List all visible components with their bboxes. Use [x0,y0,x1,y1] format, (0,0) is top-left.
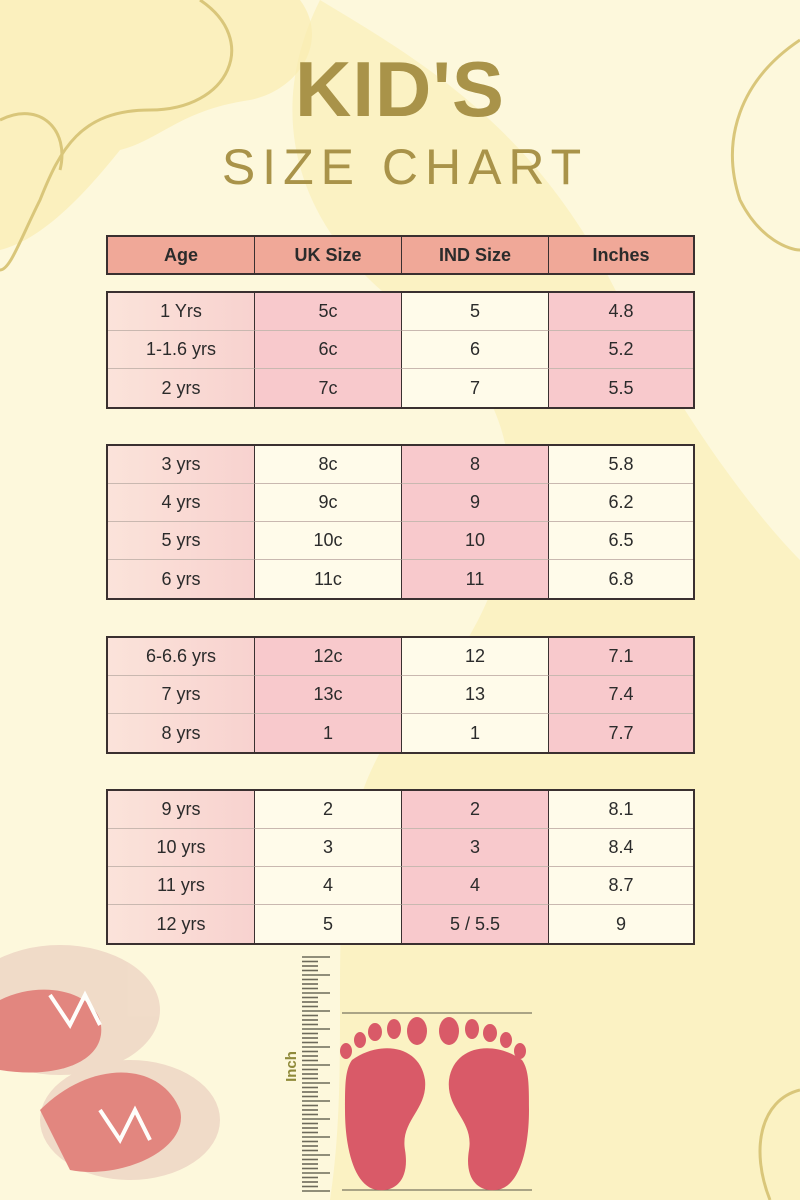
table-cell: 7c [255,369,402,407]
table-cell: 4.8 [549,293,693,331]
table-cell: 8.7 [549,867,693,905]
ruler-label: Inch [282,1051,300,1082]
table-cell: 4 [255,867,402,905]
table-cell: 6.8 [549,560,693,598]
table-cell: 8.4 [549,829,693,867]
column-header: UK Size [255,237,402,273]
table-cell: 6c [255,331,402,369]
table-cell: 2 yrs [108,369,255,407]
table-cell: 2 [255,791,402,829]
feet-illustration [340,1012,532,1191]
column-header: Age [108,237,255,273]
size-group-table: 3 yrs 8c 8 5.8 4 yrs 9c 9 6.2 5 yrs 10c 10 6.5 6 yrs… [106,444,695,600]
table-cell: 13c [255,676,402,714]
ruler [302,956,330,1192]
table-cell: 6-6.6 yrs [108,638,255,676]
table-cell: 5c [255,293,402,331]
table-cell: 12c [255,638,402,676]
table-cell: 1 [255,714,402,752]
table-cell: 12 yrs [108,905,255,943]
table-cell: 6.5 [549,522,693,560]
table-cell: 11 yrs [108,867,255,905]
table-cell: 5 yrs [108,522,255,560]
size-group-table: 1 Yrs 5c 5 4.8 1-1.6 yrs 6c 6 5.2 2 yrs 7c 7 5.5 [106,291,695,409]
title-kids: KID'S [295,45,505,133]
table-cell: 8 [402,446,549,484]
table-cell: 9c [255,484,402,522]
table-cell: 7.1 [549,638,693,676]
table-cell: 6 [402,331,549,369]
table-cell: 4 yrs [108,484,255,522]
table-cell: 7 yrs [108,676,255,714]
table-cell: 5 [255,905,402,943]
table-cell: 9 [549,905,693,943]
table-cell: 12 [402,638,549,676]
table-cell: 5.5 [549,369,693,407]
table-cell: 11 [402,560,549,598]
table-cell: 7 [402,369,549,407]
table-cell: 1-1.6 yrs [108,331,255,369]
table-cell: 5.2 [549,331,693,369]
column-header: IND Size [402,237,549,273]
table-cell: 8c [255,446,402,484]
table-cell: 10 [402,522,549,560]
title-size-chart: SIZE CHART [221,139,589,195]
table-cell: 8.1 [549,791,693,829]
table-cell: 7.4 [549,676,693,714]
table-cell: 3 [255,829,402,867]
table-cell: 7.7 [549,714,693,752]
size-group-table: 6-6.6 yrs 12c 12 7.1 7 yrs 13c 13 7.4 8 yrs 1 1 7.7 [106,636,695,754]
table-cell: 8 yrs [108,714,255,752]
table-cell: 10c [255,522,402,560]
table-cell: 3 [402,829,549,867]
table-cell: 1 [402,714,549,752]
table-cell: 3 yrs [108,446,255,484]
table-cell: 5.8 [549,446,693,484]
table-cell: 9 [402,484,549,522]
table-cell: 13 [402,676,549,714]
table-cell: 10 yrs [108,829,255,867]
table-cell: 5 [402,293,549,331]
table-cell: 1 Yrs [108,293,255,331]
table-cell: 2 [402,791,549,829]
table-cell: 5 / 5.5 [402,905,549,943]
table-cell: 9 yrs [108,791,255,829]
shoe-illustration [0,945,220,1180]
column-header: Inches [549,237,693,273]
table-cell: 6 yrs [108,560,255,598]
size-group-table: 9 yrs 2 2 8.1 10 yrs 3 3 8.4 11 yrs 4 4 8.7 12 yrs 5 5… [106,789,695,945]
table-header: Age UK Size IND Size Inches [106,235,695,275]
table-cell: 11c [255,560,402,598]
table-cell: 6.2 [549,484,693,522]
table-cell: 4 [402,867,549,905]
